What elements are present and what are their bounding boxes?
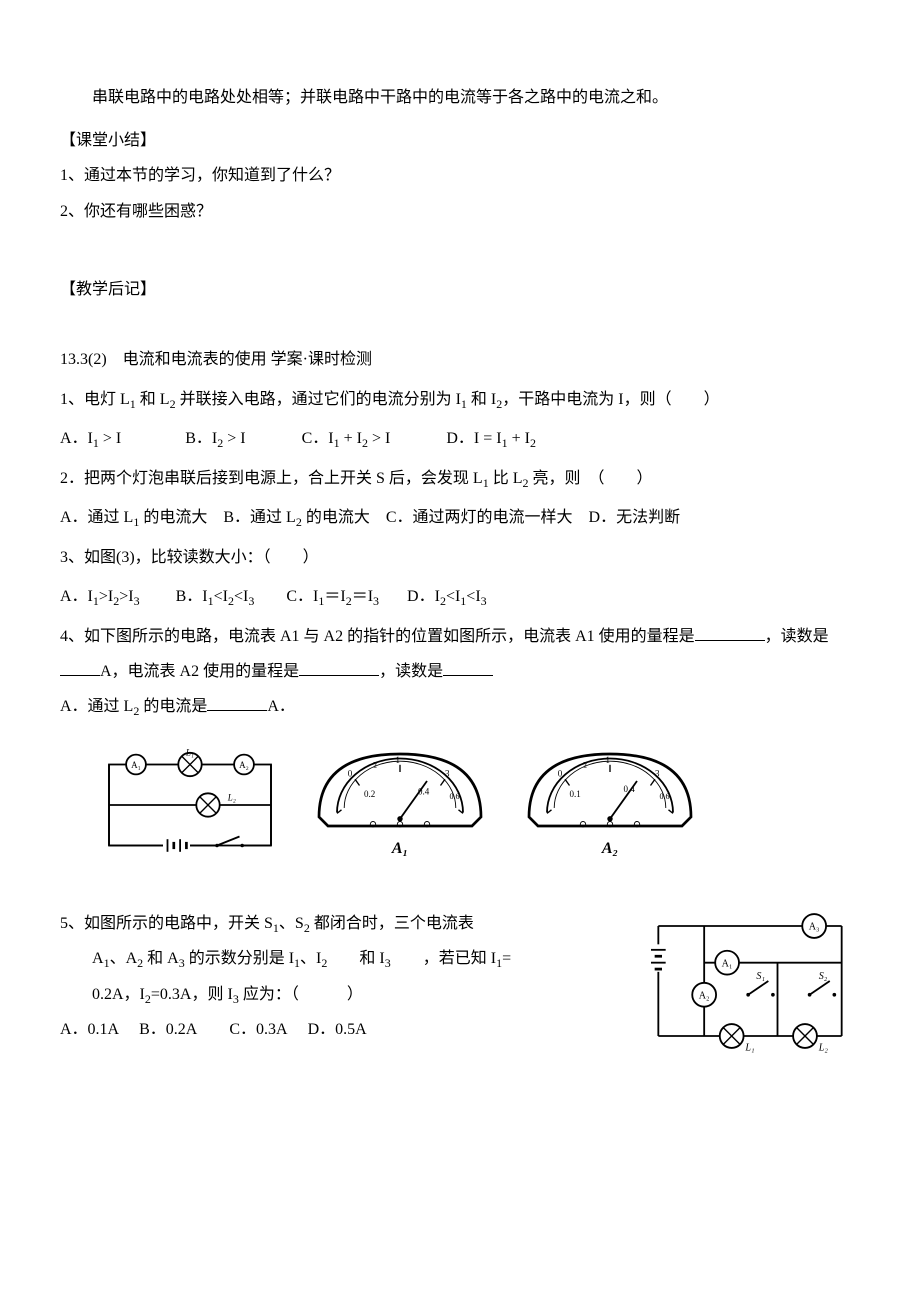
svg-text:A₁: A₁	[722, 958, 733, 969]
svg-text:3: 3	[655, 768, 660, 778]
q2-stem: 2．把两个灯泡串联后接到电源上，合上开关 S 后，会发现 L1 比 L2 亮，则…	[60, 461, 860, 497]
q4-line2: A．通过 L2 的电流是A．	[60, 689, 860, 725]
svg-text:L₁: L₁	[744, 1042, 754, 1053]
svg-text:0.6: 0.6	[450, 792, 460, 801]
svg-text:A₃: A₃	[809, 921, 820, 932]
meter-a1-label: A₁	[392, 831, 408, 866]
svg-text:A₁: A₁	[131, 760, 141, 770]
svg-text:2: 2	[583, 760, 587, 769]
meter-a2-group: 0 1 2 3 0.1 0.4 0.6 A₂	[520, 745, 700, 866]
q1-stem: 1、电灯 L1 和 L2 并联接入电路，通过它们的电流分别为 I1 和 I2，干…	[60, 382, 860, 418]
ammeter-a2: 0 1 2 3 0.1 0.4 0.6	[520, 745, 700, 835]
summary-q1: 1、通过本节的学习，你知道到了什么？	[60, 158, 860, 193]
svg-text:1: 1	[396, 755, 401, 765]
svg-text:0.1: 0.1	[570, 789, 581, 799]
intro-text: 串联电路中的电路处处相等；并联电路中干路中的电流等于各之路中的电流之和。	[60, 80, 860, 115]
svg-text:S₂: S₂	[819, 971, 828, 982]
q5-text: 5、如图所示的电路中，开关 S1、S2 都闭合时，三个电流表 A1、A2 和 A…	[60, 906, 620, 1048]
q3-options: A．I1>I2>I3 B．I1<I2<I3 C．I1＝I2＝I3 D．I2<I1…	[60, 579, 860, 615]
q4-stem: 4、如下图所示的电路，电流表 A1 与 A2 的指针的位置如图所示，电流表 A1…	[60, 619, 860, 689]
q5-row: 5、如图所示的电路中，开关 S1、S2 都闭合时，三个电流表 A1、A2 和 A…	[60, 906, 860, 1056]
summary-q2: 2、你还有哪些困惑？	[60, 194, 860, 229]
svg-text:L₁: L₁	[185, 748, 194, 758]
ammeter-a1: 0 1 2 3 0.2 0.4 0.6	[310, 745, 490, 835]
svg-text:0.6: 0.6	[660, 792, 670, 801]
blank	[299, 659, 379, 676]
q5-options: A．0.1A B．0.2A C．0.3A D．0.5A	[60, 1012, 620, 1047]
q1-options: A．I1 > I B．I2 > I C．I1 + I2 > I D．I = I1…	[60, 421, 860, 457]
blank	[60, 659, 100, 676]
svg-text:3: 3	[445, 768, 450, 778]
circuit-diagram: A₁ L₁ A₂ L₂	[100, 745, 280, 865]
section-summary-title: 【课堂小结】	[60, 123, 860, 158]
svg-text:0: 0	[558, 768, 563, 778]
q2-options: A．通过 L1 的电流大 B．通过 L2 的电流大 C．通过两灯的电流一样大 D…	[60, 500, 860, 536]
svg-text:L₂: L₂	[818, 1042, 829, 1053]
test-title: 13.3(2) 电流和电流表的使用 学案·课时检测	[60, 342, 860, 377]
section-postscript-title: 【教学后记】	[60, 272, 860, 307]
q5-circuit-diagram: A₃ A₁ A₂ S₁ S₂ L₁ L₂	[640, 906, 860, 1056]
blank	[443, 659, 493, 676]
q4-figures: A₁ L₁ A₂ L₂	[100, 745, 860, 866]
svg-text:0: 0	[348, 768, 353, 778]
svg-text:0.2: 0.2	[364, 789, 375, 799]
q3-stem: 3、如图(3)，比较读数大小：（ ）	[60, 540, 860, 575]
svg-text:A₂: A₂	[239, 760, 249, 770]
blank	[207, 694, 267, 711]
svg-text:1: 1	[606, 755, 611, 765]
svg-text:2: 2	[373, 760, 377, 769]
meter-a2-label: A₂	[602, 831, 618, 866]
svg-text:A₂: A₂	[699, 990, 710, 1001]
blank	[695, 624, 765, 641]
svg-text:L₂: L₂	[227, 793, 236, 803]
svg-text:S₁: S₁	[756, 971, 765, 982]
meter-a1-group: 0 1 2 3 0.2 0.4 0.6 A₁	[310, 745, 490, 866]
